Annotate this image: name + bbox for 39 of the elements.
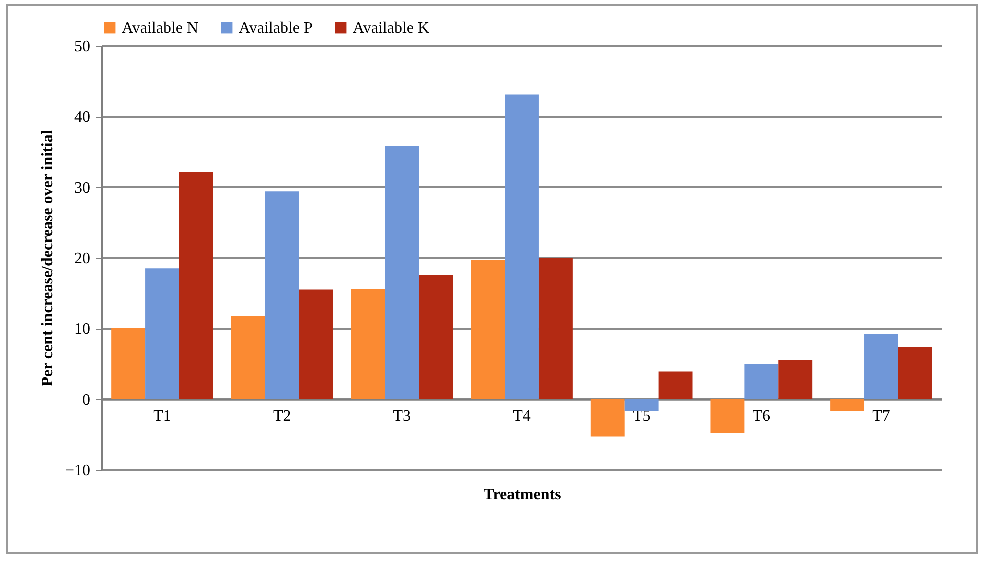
x-tick-label: T3: [393, 408, 412, 425]
bar: [179, 172, 214, 400]
bar: [744, 364, 779, 400]
legend-label: Available N: [122, 20, 200, 37]
bar: [624, 399, 659, 412]
bar: [471, 260, 506, 400]
x-axis-title: Treatments: [484, 486, 562, 504]
bar: [146, 268, 180, 400]
bar: [778, 360, 813, 400]
bar: [898, 347, 932, 400]
bar: [265, 192, 300, 400]
x-tick-label: T4: [513, 408, 531, 425]
bar: [299, 290, 334, 400]
x-tick-label: T7: [872, 408, 890, 425]
legend-label: Available K: [353, 20, 430, 37]
bar: [385, 146, 420, 400]
bar: [231, 316, 266, 400]
x-tick-label: T1: [154, 408, 172, 425]
bar: [864, 334, 898, 400]
y-tick-label: 0: [82, 392, 90, 409]
bar: [538, 258, 573, 400]
y-tick-label: −10: [65, 462, 90, 480]
bar: [419, 274, 454, 400]
y-axis-title: Per cent increase/decrease over initial: [39, 130, 56, 387]
bar: [505, 94, 539, 400]
bar: [351, 289, 386, 400]
legend-label: Available P: [239, 20, 314, 37]
bar: [590, 399, 625, 437]
bar: [830, 399, 865, 412]
bar: [710, 399, 745, 434]
y-tick-label: 40: [74, 109, 90, 126]
y-tick-label: 30: [74, 180, 90, 197]
y-tick-label: 10: [74, 321, 90, 338]
bar: [658, 372, 693, 400]
y-tick-label: 20: [74, 250, 90, 268]
x-tick-label: T6: [752, 408, 771, 425]
bar: [112, 328, 146, 400]
y-tick-label: 50: [74, 38, 90, 56]
x-tick-label: T2: [273, 408, 292, 425]
